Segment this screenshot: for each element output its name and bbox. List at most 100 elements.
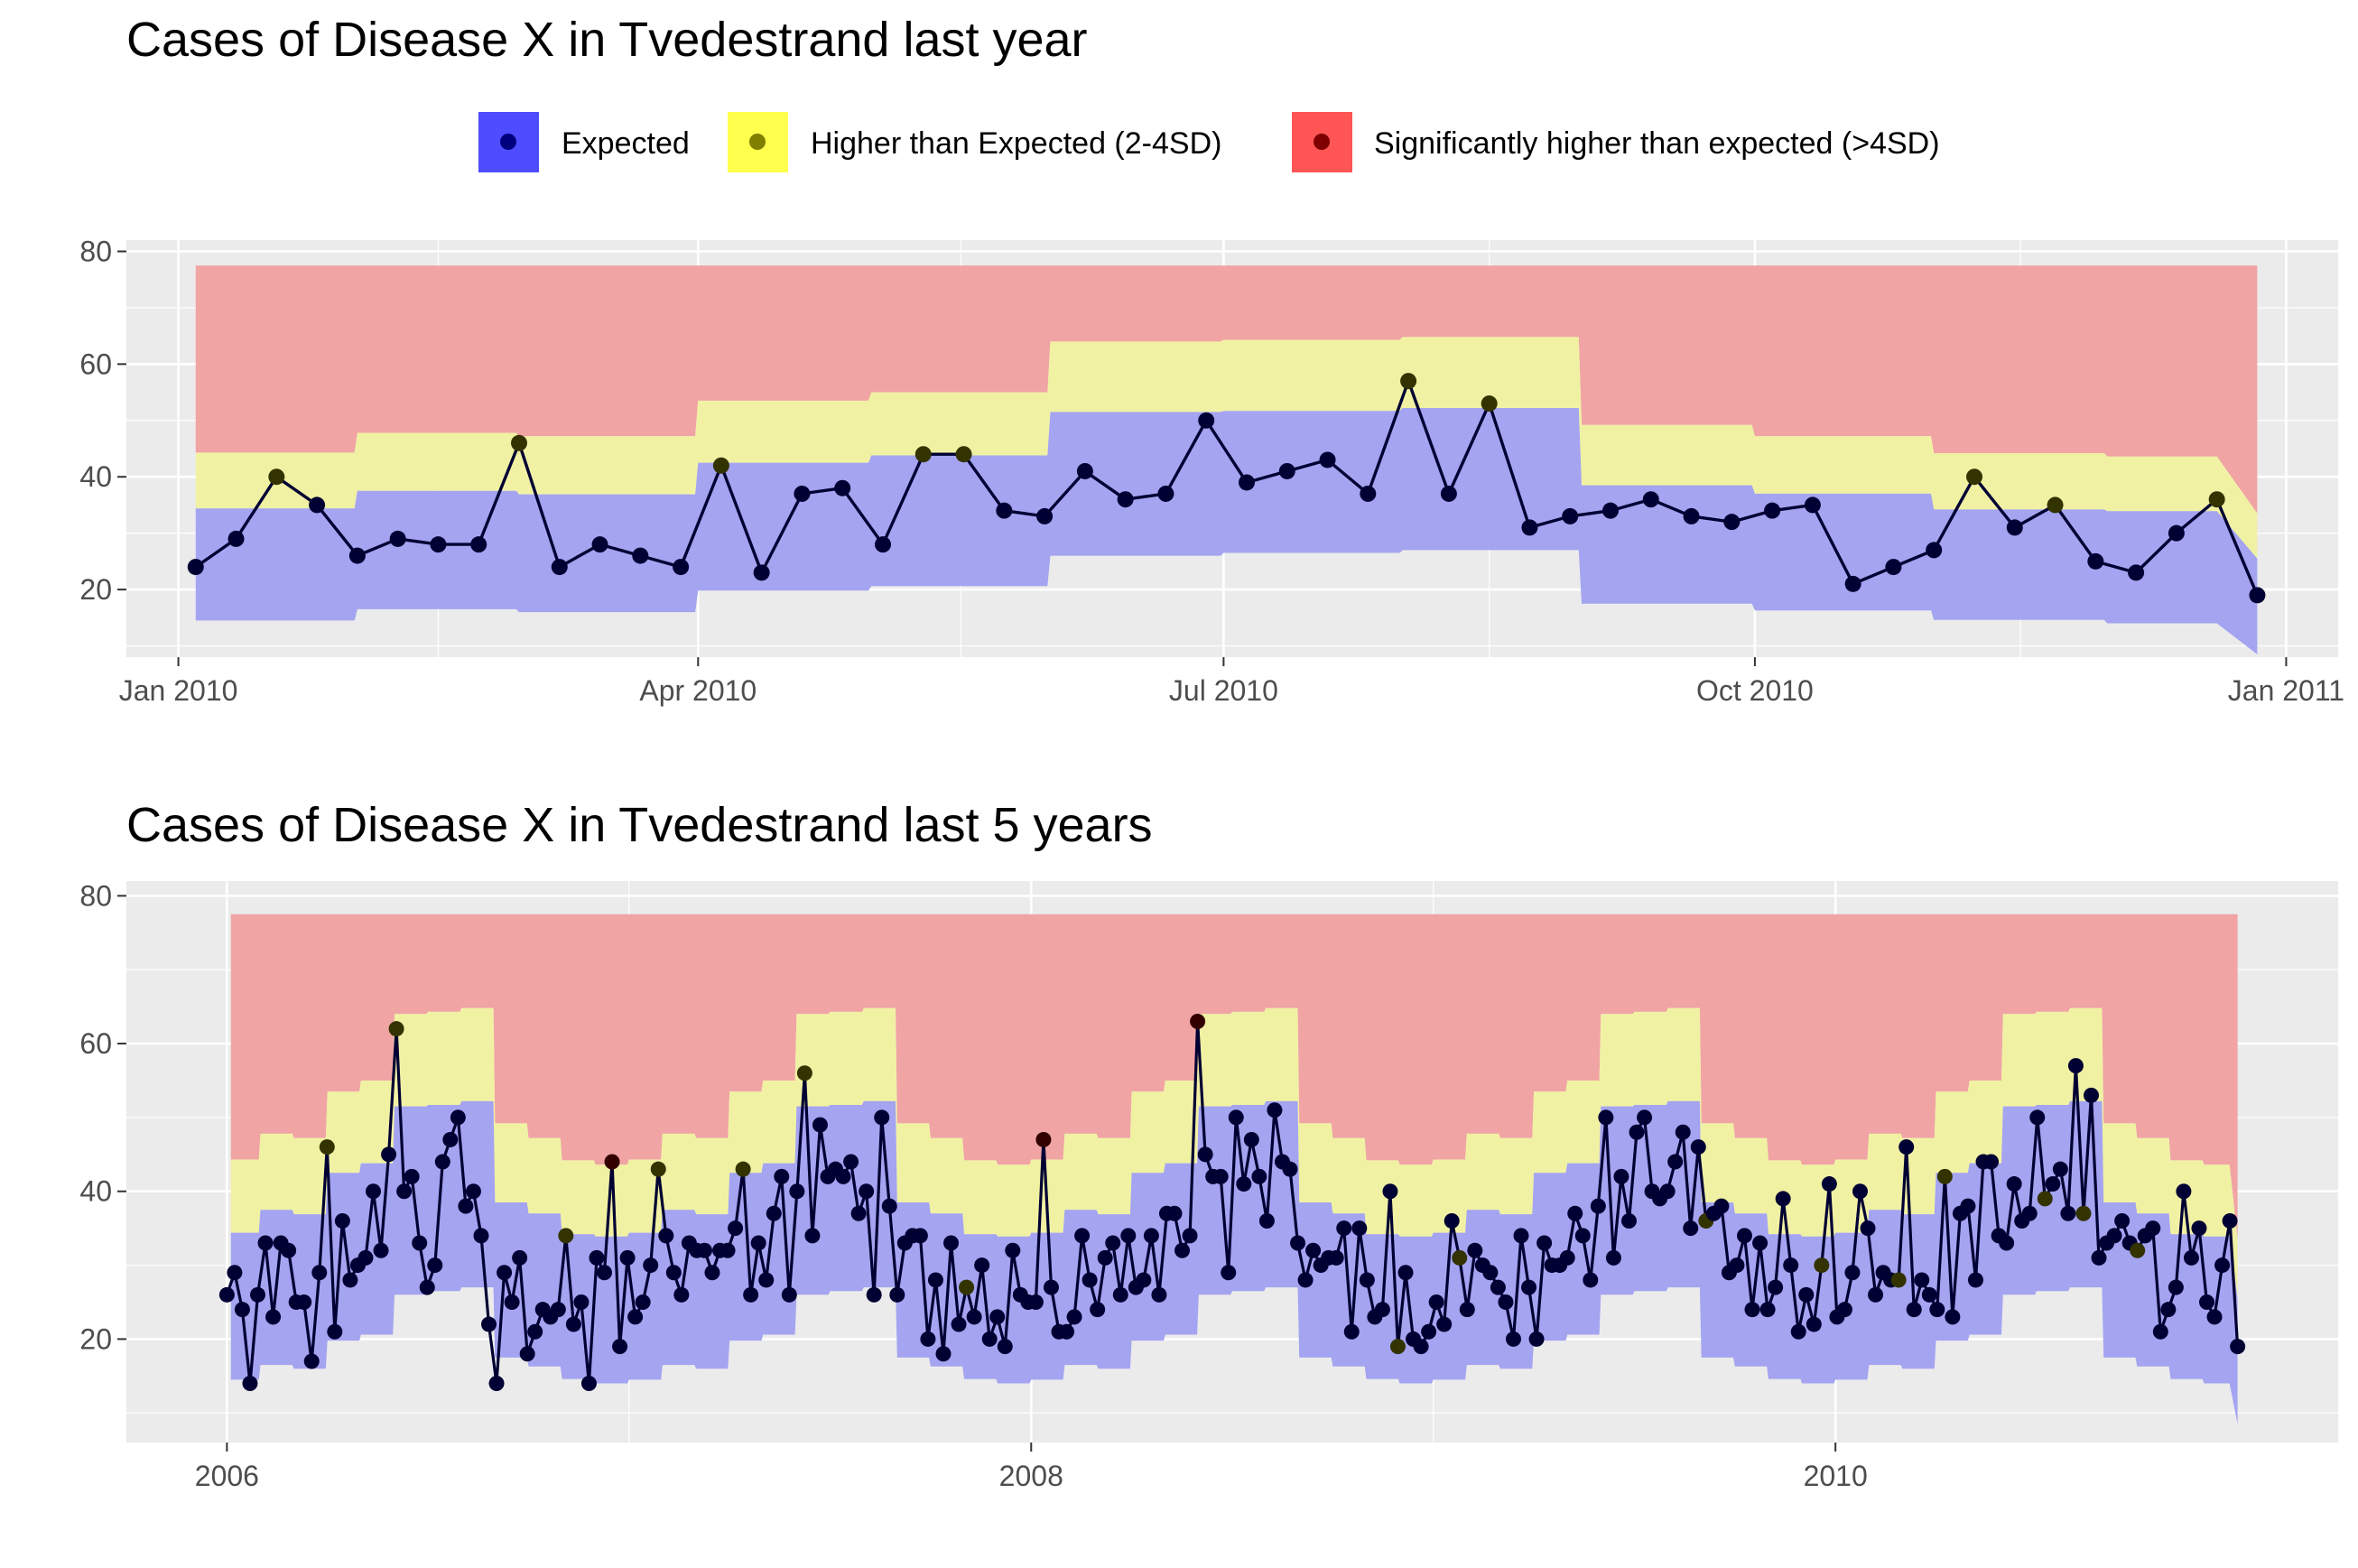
- data-point: [1967, 1272, 1983, 1288]
- data-point: [1005, 1242, 1021, 1258]
- data-point: [1729, 1257, 1745, 1274]
- data-point: [1166, 1205, 1183, 1221]
- data-point: [1775, 1191, 1791, 1207]
- data-point: [1389, 1339, 1406, 1355]
- data-point: [1675, 1124, 1691, 1140]
- data-point: [812, 1117, 828, 1133]
- data-point: [1444, 1212, 1460, 1229]
- data-point: [1198, 412, 1215, 429]
- data-point: [728, 1220, 744, 1237]
- data-point: [2083, 1087, 2099, 1103]
- data-point: [604, 1154, 620, 1170]
- x-tick-label: Jan 2010: [119, 674, 238, 707]
- legend-item-expected: Expected: [478, 112, 690, 172]
- legend-label-significant: Significantly higher than expected (>4SD…: [1374, 126, 1940, 161]
- data-point: [1683, 1220, 1699, 1237]
- data-point: [1212, 1168, 1229, 1184]
- data-point: [1783, 1257, 1799, 1274]
- data-point: [1251, 1168, 1267, 1184]
- band-expected: [230, 1100, 2238, 1424]
- data-point: [866, 1286, 882, 1303]
- data-point: [265, 1309, 282, 1325]
- data-point: [2087, 552, 2104, 570]
- data-point: [2145, 1220, 2161, 1237]
- data-point: [1459, 1302, 1475, 1318]
- data-point: [1440, 485, 1457, 502]
- data-point: [643, 1257, 659, 1274]
- band-higher: [230, 1007, 2238, 1299]
- legend-label-expected: Expected: [562, 126, 690, 161]
- data-point: [1804, 496, 1821, 514]
- data-point: [2214, 1257, 2231, 1274]
- data-point: [1105, 1235, 1121, 1251]
- data-point: [632, 547, 649, 564]
- data-point: [1143, 1228, 1159, 1244]
- data-point: [1076, 462, 1093, 479]
- data-point: [1498, 1294, 1514, 1310]
- data-point: [512, 1249, 528, 1266]
- data-point: [465, 1183, 481, 1200]
- data-point: [955, 446, 972, 463]
- data-point: [1736, 1228, 1752, 1244]
- data-point: [519, 1346, 535, 1362]
- data-point: [1806, 1316, 1822, 1332]
- data-point: [1890, 1272, 1907, 1288]
- data-point: [430, 536, 447, 553]
- data-point: [1120, 1228, 1137, 1244]
- data-point: [558, 1228, 574, 1244]
- data-point: [348, 547, 366, 564]
- x-tick-label: 2008: [999, 1460, 1063, 1492]
- data-point: [1319, 451, 1336, 469]
- band-higher: [195, 337, 2258, 559]
- data-point: [2106, 1228, 2122, 1244]
- data-point: [1490, 1279, 1506, 1295]
- data-point: [743, 1286, 759, 1303]
- data-point: [1690, 1139, 1706, 1155]
- data-point: [481, 1316, 497, 1332]
- data-point: [1885, 559, 1902, 576]
- data-point: [1336, 1220, 1352, 1237]
- data-point: [1297, 1272, 1314, 1288]
- data-point: [650, 1161, 666, 1177]
- data-point: [381, 1146, 397, 1163]
- data-point: [1752, 1235, 1768, 1251]
- data-point: [750, 1235, 766, 1251]
- data-point: [1637, 1109, 1653, 1126]
- data-point: [1860, 1220, 1876, 1237]
- data-point: [1136, 1272, 1152, 1288]
- data-point: [959, 1279, 975, 1295]
- y-tick-label: 60: [79, 1027, 112, 1060]
- data-point: [2183, 1249, 2199, 1266]
- data-point: [1035, 1131, 1052, 1147]
- data-point: [843, 1154, 859, 1170]
- data-point: [1583, 1272, 1599, 1288]
- data-point: [442, 1131, 459, 1147]
- data-point: [1598, 1109, 1614, 1126]
- data-point: [766, 1205, 782, 1221]
- data-point: [914, 446, 932, 463]
- data-point: [619, 1249, 636, 1266]
- axes: 20 40 60 80 Jan 2010 Apr 2010 Jul 2010 Oct 2010…: [79, 235, 2344, 707]
- y-tick-label: 80: [79, 879, 112, 912]
- data-point: [943, 1235, 960, 1251]
- data-point: [1112, 1286, 1128, 1303]
- data-point: [1814, 1257, 1830, 1274]
- data-point: [2160, 1302, 2177, 1318]
- data-point: [2249, 587, 2266, 604]
- data-point: [1723, 514, 1741, 531]
- data-point: [1397, 1265, 1414, 1281]
- data-point: [1090, 1302, 1106, 1318]
- data-point: [1197, 1146, 1213, 1163]
- data-point: [719, 1242, 736, 1258]
- data-point: [2130, 1242, 2146, 1258]
- data-point: [427, 1257, 443, 1274]
- data-point: [1228, 1109, 1244, 1126]
- data-point: [551, 559, 568, 576]
- y-tick-label: 60: [79, 348, 112, 380]
- x-tick-label: 2010: [1804, 1460, 1868, 1492]
- data-point: [850, 1205, 867, 1221]
- data-point: [1505, 1331, 1521, 1347]
- data-point: [2045, 1176, 2061, 1192]
- series-points: [187, 373, 2266, 604]
